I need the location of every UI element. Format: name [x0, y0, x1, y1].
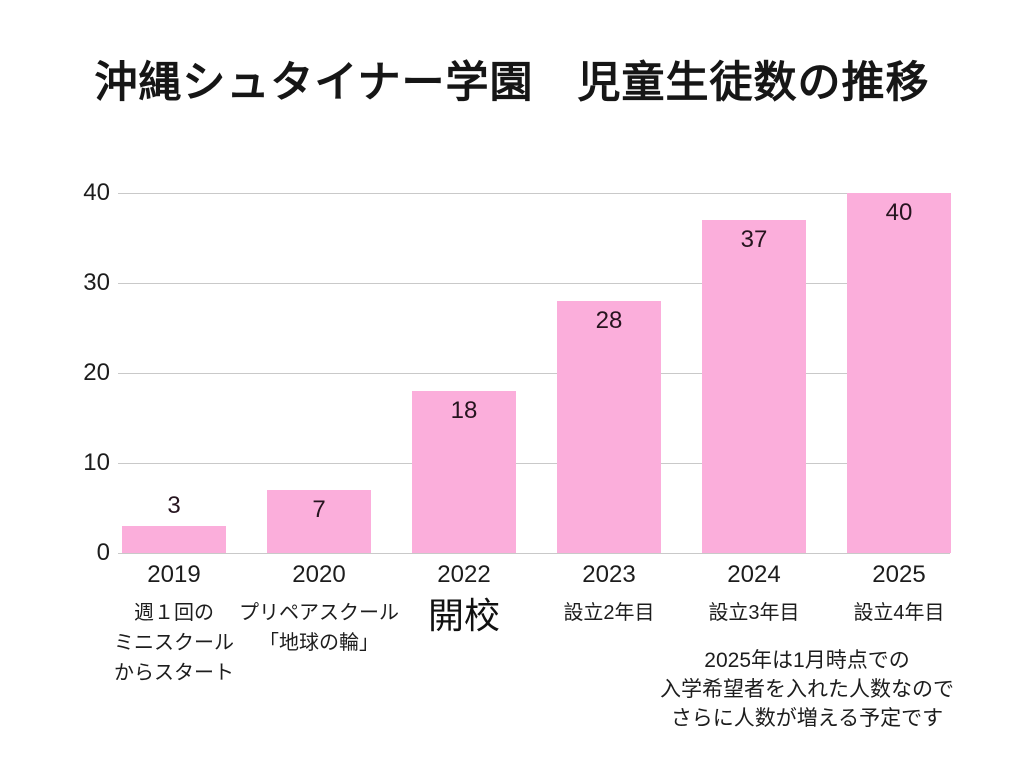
- y-tick-label-40: 40: [83, 179, 110, 206]
- y-tick-label-10: 10: [83, 449, 110, 476]
- value-label-2025: 40: [885, 199, 913, 226]
- annotation-line: 週１回の: [134, 602, 214, 624]
- x-tick-label-2019: 2019: [147, 561, 201, 588]
- annotation-line: ミニスクール: [114, 632, 234, 654]
- gridline-10: [118, 463, 950, 464]
- annotation-2025: 設立4年目: [789, 598, 1009, 628]
- x-tick-label-2020: 2020: [292, 561, 346, 588]
- annotation-line: 設立2年目: [563, 602, 655, 624]
- bar-2020: [267, 490, 371, 553]
- y-tick-label-30: 30: [83, 269, 110, 296]
- x-tick-label-2024: 2024: [727, 561, 781, 588]
- bar-2019: [122, 526, 226, 553]
- annotation-2019: 週１回のミニスクール からスタート: [64, 598, 284, 688]
- footnote: 2025年は1月時点での入学希望者を入れた人数なので さらに人数が増える予定です: [652, 646, 962, 733]
- bar-2025: [847, 193, 951, 553]
- annotation-line: 開校: [427, 595, 500, 636]
- x-tick-label-2023: 2023: [582, 561, 636, 588]
- annotation-line: 「地球の輪」: [259, 632, 379, 654]
- y-tick-label-0: 0: [96, 539, 110, 566]
- footnote-line: 入学希望者を入れた人数なので: [660, 678, 954, 701]
- footnote-line: 2025年は1月時点での: [704, 649, 910, 672]
- value-label-2023: 28: [595, 307, 623, 334]
- value-label-2019: 3: [167, 492, 181, 519]
- bar-2023: [557, 301, 661, 553]
- bar-2024: [702, 220, 806, 553]
- gridline-40: [118, 193, 950, 194]
- value-label-2022: 18: [450, 397, 478, 424]
- y-tick-label-20: 20: [83, 359, 110, 386]
- gridline-30: [118, 283, 950, 284]
- chart-title: 沖縄シュタイナー学園 児童生徒数の推移: [94, 59, 930, 107]
- footnote-line: さらに人数が増える予定です: [670, 707, 944, 730]
- annotation-line: からスタート: [114, 662, 234, 684]
- annotation-line: 設立3年目: [708, 602, 800, 624]
- x-tick-label-2025: 2025: [872, 561, 926, 588]
- value-label-2024: 37: [740, 226, 768, 253]
- annotation-line: プリペアスクール: [239, 602, 399, 624]
- x-tick-label-2022: 2022: [437, 561, 491, 588]
- value-label-2020: 7: [312, 496, 326, 523]
- bar-2022: [412, 391, 516, 553]
- annotation-2022: 開校: [354, 596, 574, 636]
- annotation-2023: 設立2年目: [499, 598, 719, 628]
- annotation-2020: プリペアスクール 「地球の輪」: [209, 598, 429, 658]
- gridline-0: [118, 553, 950, 554]
- gridline-20: [118, 373, 950, 374]
- annotation-2024: 設立3年目: [644, 598, 864, 628]
- annotation-line: 設立4年目: [853, 602, 945, 624]
